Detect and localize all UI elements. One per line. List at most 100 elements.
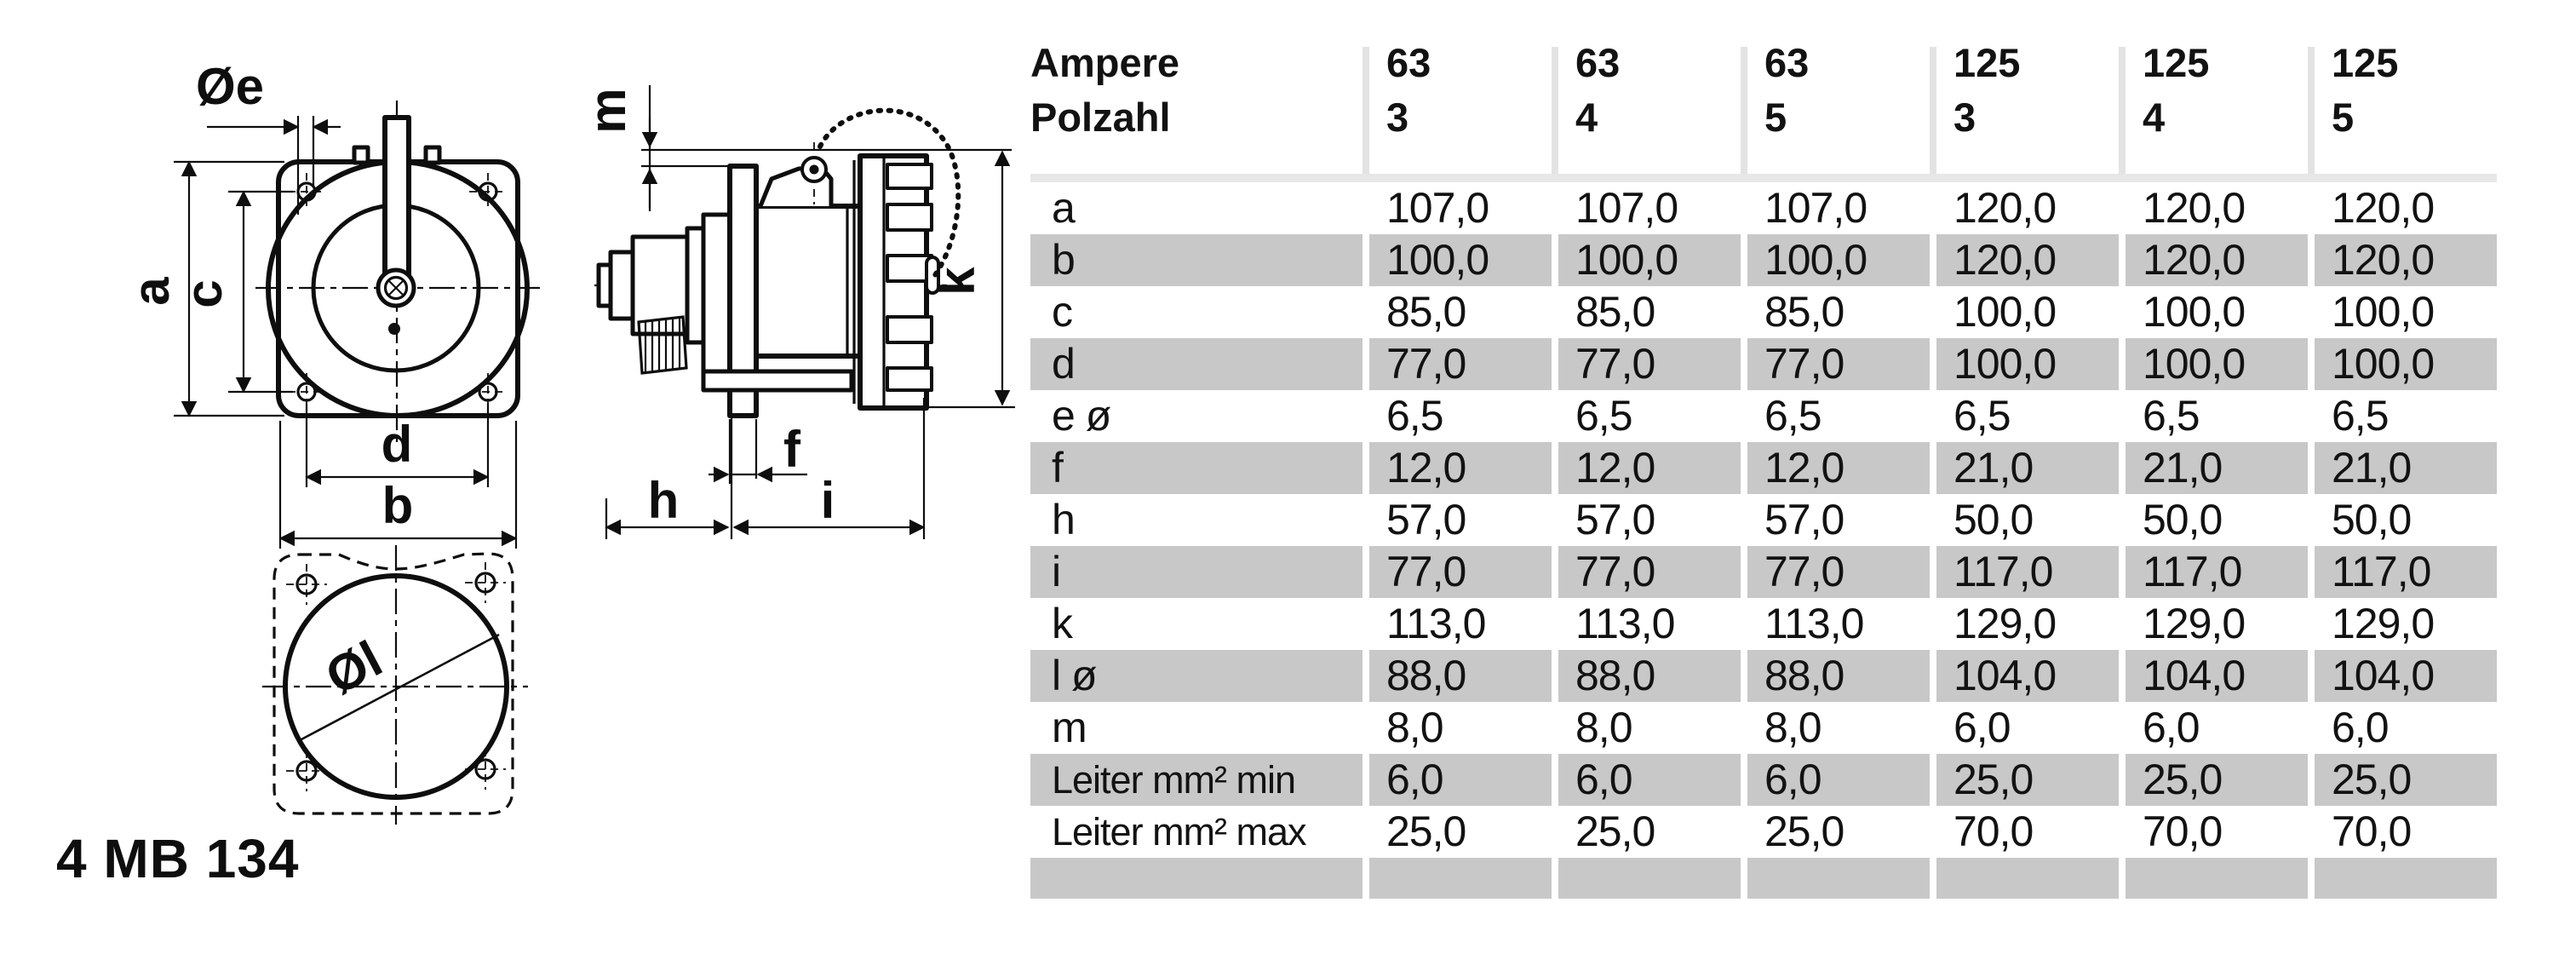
table-cell: 25,0: [1764, 808, 1845, 855]
dim-label-a: a: [123, 277, 180, 306]
table-cell: 57,0: [1575, 496, 1655, 543]
table-cell: 12,0: [1558, 442, 1741, 494]
empty-cell: [1558, 858, 1741, 899]
table-cell: 25,0: [2126, 754, 2308, 806]
header-line1: 125: [2143, 40, 2210, 85]
header-line2: 4: [2143, 95, 2166, 140]
empty-cell: [1030, 858, 1363, 899]
row-label-cell: c: [1052, 288, 1073, 336]
header-column-divider: [1363, 47, 1369, 174]
technical-drawing: Øe a c d b: [56, 58, 1015, 889]
empty-cell: [2315, 858, 2497, 899]
top-tab-left: [352, 145, 370, 165]
table-cell: 6,5: [1386, 392, 1444, 440]
dim-label-oe: Øe: [196, 58, 264, 115]
row-label-cell: Leiter mm² min: [1030, 754, 1363, 806]
table-cell: 85,0: [1575, 288, 1655, 336]
table-cell: 21,0: [2315, 442, 2497, 494]
table-cell: 113,0: [1575, 600, 1675, 647]
table-cell: 25,0: [1386, 808, 1466, 855]
header-line1: 125: [2332, 40, 2399, 85]
table-cell: 120,0: [2143, 184, 2246, 232]
front-view: Øe a c d b: [123, 58, 540, 549]
table-cell: 50,0: [2143, 496, 2223, 543]
table-cell: 50,0: [2332, 496, 2412, 543]
empty-cell: [1936, 858, 2119, 899]
cap-nub: [925, 256, 940, 295]
header-cell-column: 63 4: [1558, 27, 1741, 174]
empty-cell: [1369, 858, 1552, 899]
table-cell: 6,5: [2332, 392, 2390, 440]
table-cell: 100,0: [2126, 338, 2308, 390]
header-column-divider: [1552, 47, 1558, 174]
table-cell: 50,0: [1954, 496, 2034, 543]
row-label-cell: a: [1052, 184, 1076, 232]
table-cell: 57,0: [1386, 496, 1466, 543]
table-cell: 117,0: [1936, 546, 2119, 598]
dim-label-ol: Øl: [317, 629, 391, 705]
row-label-cell: e ø: [1052, 392, 1111, 440]
table-cell: 113,0: [1764, 600, 1864, 647]
gasket-view: Øl: [262, 545, 528, 825]
header-cell-column: 125 4: [2126, 27, 2308, 174]
dim-label-h: h: [648, 472, 680, 529]
table-cell: 100,0: [1936, 338, 2119, 390]
header-cell-column: 63 3: [1369, 27, 1552, 174]
table-cell: 25,0: [1936, 754, 2119, 806]
header-cell-column: 63 5: [1747, 27, 1930, 174]
header-line2: 4: [1575, 95, 1598, 140]
header-cell-labels: Ampere Polzahl: [1030, 27, 1363, 174]
row-label-cell: k: [1052, 600, 1073, 647]
header-line2: 3: [1954, 95, 1976, 140]
header-cell-column: 125 3: [1936, 27, 2119, 174]
header-column-divider: [1930, 47, 1936, 174]
table-cell: 88,0: [1747, 650, 1930, 702]
table-cell: 100,0: [1954, 288, 2057, 336]
table-cell: 85,0: [1764, 288, 1845, 336]
table-cell: 21,0: [1936, 442, 2119, 494]
knurl: [637, 315, 688, 375]
table-cell: 120,0: [2315, 234, 2497, 286]
table-cell: 77,0: [1558, 546, 1741, 598]
header-line1: 63: [1386, 40, 1431, 85]
table-cell: 12,0: [1747, 442, 1930, 494]
table-cell: 88,0: [1369, 650, 1552, 702]
dim-label-m: m: [579, 88, 636, 133]
table-cell: 70,0: [1954, 808, 2034, 855]
header-cell-column: 125 5: [2315, 27, 2497, 174]
table-cell: 25,0: [1575, 808, 1655, 855]
table-cell: 6,0: [1954, 704, 2011, 751]
table-cell: 6,0: [1558, 754, 1741, 806]
header-column-divider: [2119, 47, 2126, 174]
table-cell: 12,0: [1369, 442, 1552, 494]
table-cell: 77,0: [1747, 546, 1930, 598]
table-cell: 25,0: [2315, 754, 2497, 806]
table-cell: 77,0: [1747, 338, 1930, 390]
table-cell: 117,0: [2315, 546, 2497, 598]
table-cell: 6,5: [1954, 392, 2011, 440]
table-cell: 129,0: [2332, 600, 2435, 647]
empty-cell: [2126, 858, 2308, 899]
table-cell: 6,5: [2143, 392, 2200, 440]
table-cell: 6,0: [1747, 754, 1930, 806]
dim-label-b: b: [382, 477, 414, 534]
row-label-cell: f: [1030, 442, 1363, 494]
table-cell: 107,0: [1575, 184, 1678, 232]
table-cell: 6,0: [2332, 704, 2390, 751]
table-cell: 120,0: [2332, 184, 2435, 232]
header-separator: [1030, 174, 2497, 182]
part-number: 4 MB 134: [56, 828, 299, 889]
table-cell: 129,0: [2143, 600, 2246, 647]
screw-cap: [852, 153, 940, 411]
table-cell: 8,0: [1386, 704, 1444, 751]
table-cell: 120,0: [2126, 234, 2308, 286]
table-cell: 107,0: [1764, 184, 1867, 232]
header-line2: 3: [1386, 95, 1409, 140]
row-label-cell: b: [1030, 234, 1363, 286]
header-column-divider: [2308, 47, 2315, 174]
table-cell: 104,0: [2126, 650, 2308, 702]
dim-label-c: c: [175, 279, 232, 308]
table-cell: 21,0: [2126, 442, 2308, 494]
header-line2: 5: [2332, 95, 2355, 140]
